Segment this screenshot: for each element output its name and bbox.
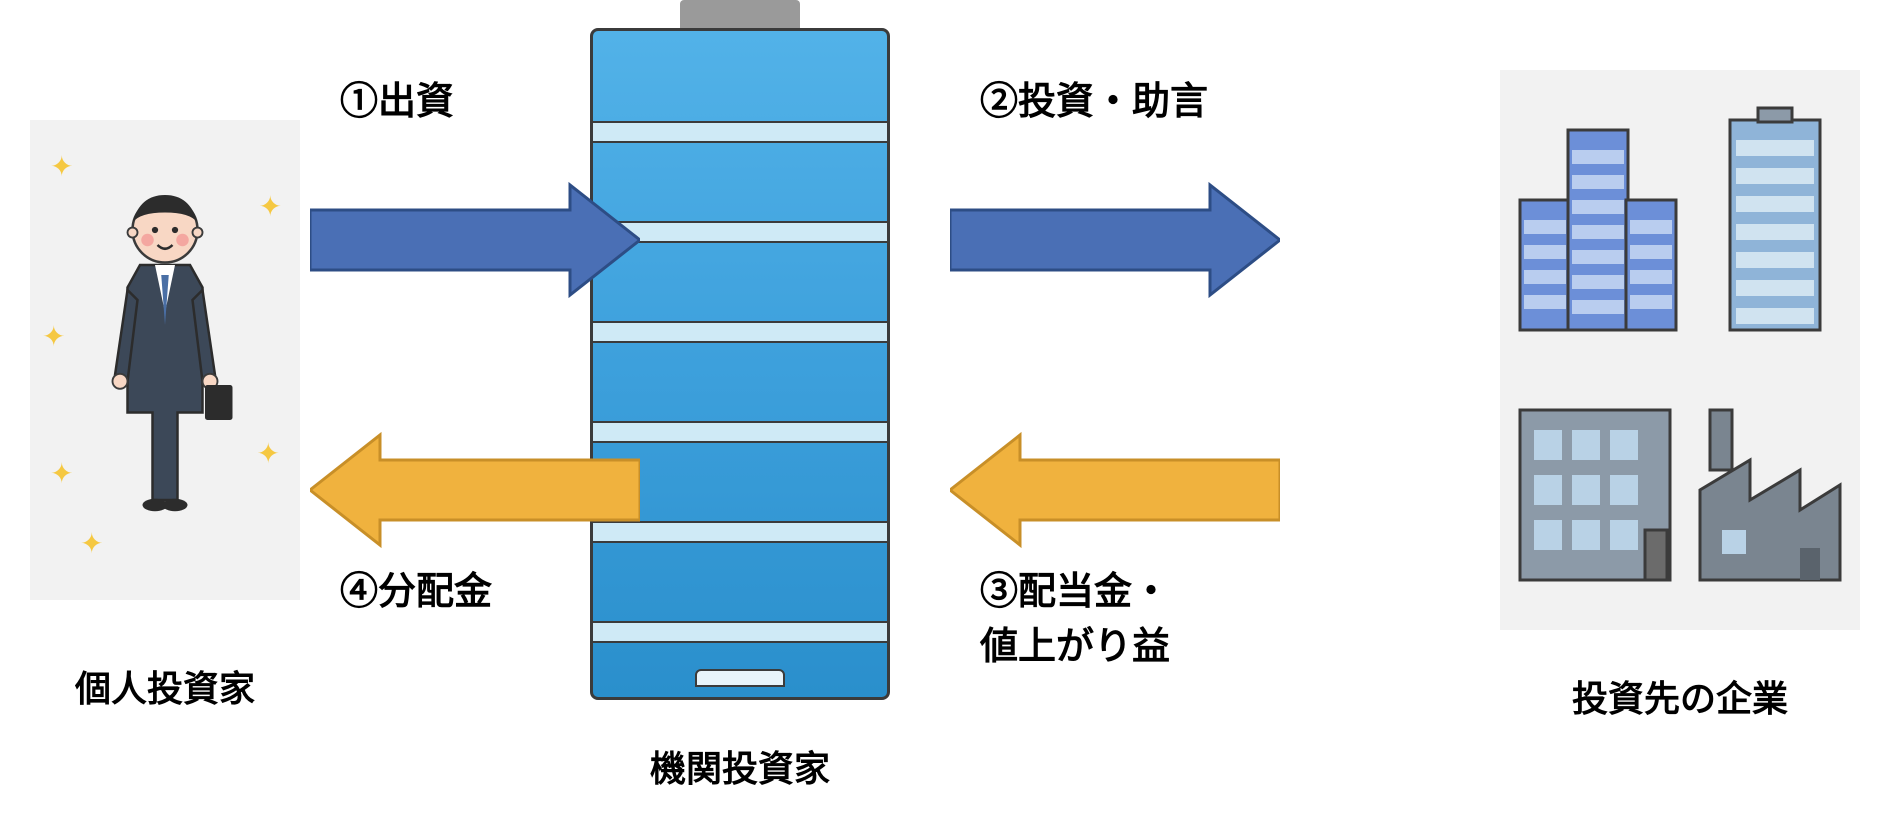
businessman-icon [90,160,240,540]
node-investee-companies: 投資先の企業 [1500,70,1860,722]
arrow-2 [950,180,1280,300]
arrow-1-label: ①出資 [340,70,454,125]
companies-illustration [1500,70,1860,630]
large-building-illustration [590,0,890,700]
arrow-3 [950,430,1280,550]
node-individual-investor: ✦ ✦ ✦ ✦ ✦ ✦ [30,120,300,712]
node-label-center: 機関投資家 [650,740,830,792]
arrow-3-label: ③配当金・ 値上がり益 [980,560,1170,670]
arrow-1 [310,180,640,300]
node-institutional-investor: 機関投資家 [590,0,890,792]
person-illustration: ✦ ✦ ✦ ✦ ✦ ✦ [30,120,300,600]
arrow-4 [310,430,640,550]
arrow-2-label: ②投資・助言 [980,70,1208,125]
buildings-group-icon [1500,70,1860,630]
node-label-right: 投資先の企業 [1572,670,1788,722]
node-label-left: 個人投資家 [75,660,255,712]
arrow-4-label: ④分配金 [340,560,492,615]
